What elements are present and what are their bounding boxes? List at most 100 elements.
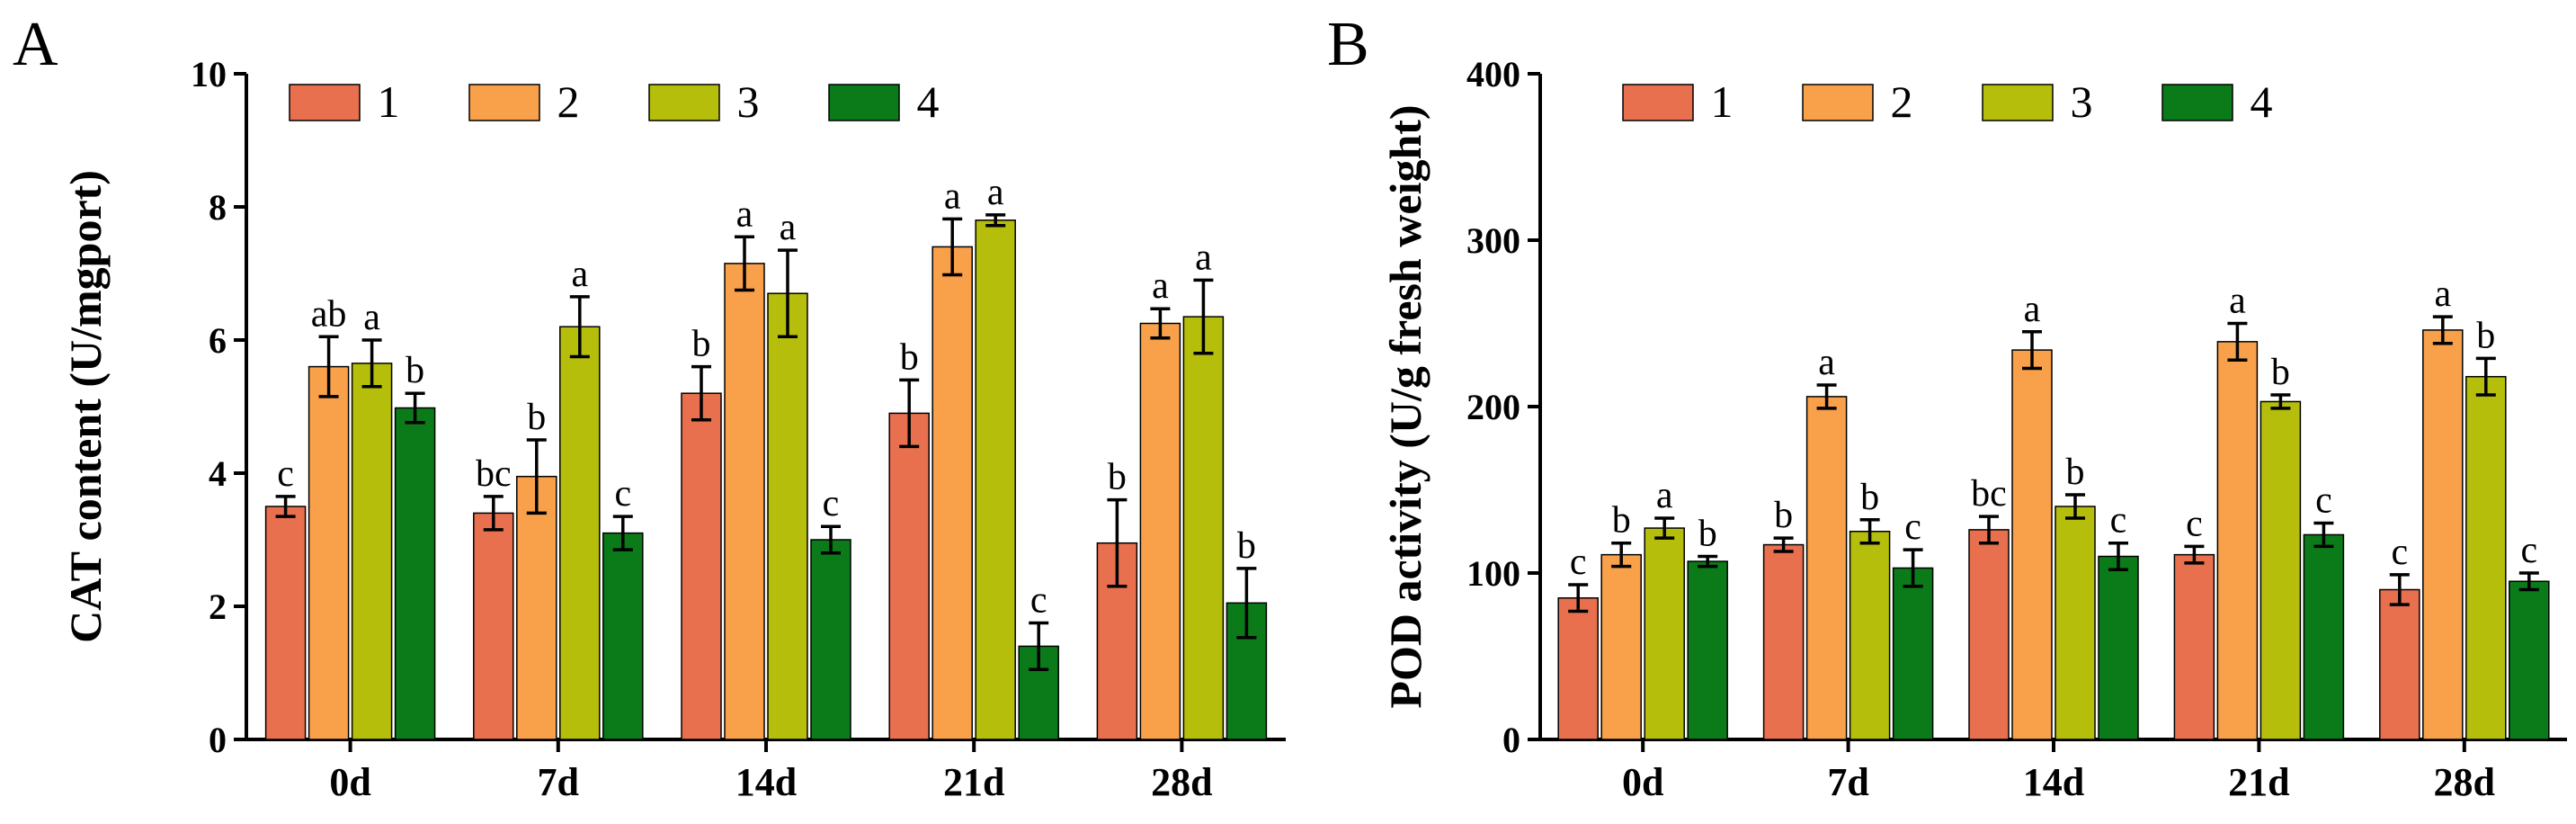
- x-tick-label: 0d: [329, 760, 370, 804]
- y-tick-label: 2: [209, 587, 227, 627]
- significance-label: a: [363, 297, 380, 338]
- x-tick-label: 28d: [2434, 760, 2495, 804]
- y-tick-label: 100: [1466, 553, 1520, 594]
- significance-label: b: [1774, 495, 1793, 536]
- panel-label: B: [1327, 10, 1369, 79]
- x-tick-label: 14d: [2023, 760, 2084, 804]
- legend-label: 4: [917, 76, 940, 127]
- bar: [1644, 527, 1685, 740]
- y-tick-label: 200: [1466, 387, 1520, 427]
- y-tick-label: 10: [191, 54, 227, 94]
- x-tick-label: 21d: [943, 760, 1004, 804]
- significance-label: a: [1818, 342, 1835, 383]
- y-axis-label: CAT content (U/mgport): [60, 170, 111, 643]
- bar: [2379, 588, 2420, 740]
- bar: [810, 539, 851, 740]
- chart-panel-a: A CAT content (U/mgport) 0 2 4 6 8 10 0d 7d 14d 21d…: [13, 10, 1286, 804]
- significance-label: c: [2186, 503, 2203, 544]
- legend-label: 3: [737, 76, 760, 127]
- legend-swatch: [1982, 84, 2054, 121]
- legend-label: 1: [1711, 76, 1734, 127]
- legend-label: 4: [2251, 76, 2273, 127]
- y-tick-label: 4: [209, 453, 227, 494]
- y-tick-label: 8: [209, 187, 227, 228]
- legend-label: 1: [378, 76, 400, 127]
- bar: [2303, 533, 2345, 740]
- significance-label: a: [1656, 475, 1673, 516]
- significance-label: c: [277, 453, 294, 495]
- bar: [1600, 553, 1642, 740]
- significance-label: a: [944, 175, 961, 217]
- bar: [681, 392, 722, 740]
- significance-label: c: [1030, 580, 1047, 622]
- bar: [1849, 531, 1891, 740]
- significance-label: a: [2024, 289, 2041, 330]
- significance-label: c: [1570, 542, 1587, 583]
- bar: [767, 292, 808, 740]
- bar: [1557, 597, 1599, 740]
- significance-label: c: [823, 483, 840, 524]
- significance-label: a: [1195, 237, 1212, 278]
- bar: [1687, 560, 1728, 740]
- legend-swatch: [468, 84, 540, 121]
- significance-label: a: [571, 254, 588, 295]
- bar: [602, 532, 644, 740]
- bar: [975, 219, 1016, 740]
- legend-label: 2: [1891, 76, 1913, 127]
- bar: [1968, 529, 2010, 740]
- bar: [559, 326, 601, 740]
- bar: [351, 363, 393, 740]
- significance-label: b: [2066, 452, 2085, 493]
- significance-label: b: [1612, 500, 1631, 542]
- significance-label: b: [692, 324, 711, 365]
- bar: [1182, 316, 1225, 740]
- y-axis-label: POD activity (U/g fresh weight): [1380, 104, 1431, 708]
- legend-swatch: [828, 84, 900, 121]
- significance-label: a: [2434, 273, 2451, 315]
- bar: [2173, 553, 2215, 740]
- bar: [2216, 341, 2259, 740]
- significance-label: b: [900, 336, 919, 378]
- legend-swatch: [2162, 84, 2233, 121]
- legend-swatch: [289, 84, 361, 121]
- x-tick-label: 7d: [538, 760, 579, 804]
- significance-label: b: [527, 397, 546, 438]
- significance-label: c: [2110, 500, 2127, 542]
- x-tick-label: 21d: [2228, 760, 2289, 804]
- bar: [888, 412, 930, 740]
- significance-label: ab: [311, 293, 347, 335]
- bar: [2509, 580, 2550, 740]
- significance-label: c: [614, 473, 631, 515]
- y-tick-label: 6: [209, 320, 227, 361]
- significance-label: b: [406, 350, 424, 391]
- x-tick-label: 0d: [1622, 760, 1663, 804]
- significance-label: b: [1108, 457, 1127, 498]
- bar: [394, 407, 436, 740]
- y-tick-label: 0: [1502, 720, 1520, 760]
- x-tick-label: 7d: [1827, 760, 1868, 804]
- legend-swatch: [1802, 84, 1874, 121]
- significance-label: b: [1698, 514, 1717, 555]
- bar: [1892, 567, 1934, 740]
- significance-label: c: [1904, 506, 1921, 548]
- significance-label: b: [1860, 477, 1879, 518]
- significance-label: a: [987, 172, 1004, 213]
- legend-label: 3: [2071, 76, 2093, 127]
- y-tick-label: 400: [1466, 54, 1520, 94]
- significance-label: a: [2229, 281, 2246, 322]
- significance-label: b: [1237, 525, 1256, 567]
- bar: [264, 506, 307, 740]
- bar: [308, 365, 350, 740]
- x-tick-label: 28d: [1151, 760, 1212, 804]
- bar: [516, 475, 557, 740]
- significance-label: bc: [476, 453, 512, 495]
- bar: [1139, 322, 1181, 740]
- bar: [473, 512, 514, 740]
- bar: [931, 246, 973, 740]
- bar: [2055, 506, 2096, 740]
- bar: [2465, 375, 2507, 740]
- y-tick-label: 300: [1466, 220, 1520, 261]
- bar: [2260, 400, 2302, 740]
- significance-label: c: [2391, 532, 2408, 573]
